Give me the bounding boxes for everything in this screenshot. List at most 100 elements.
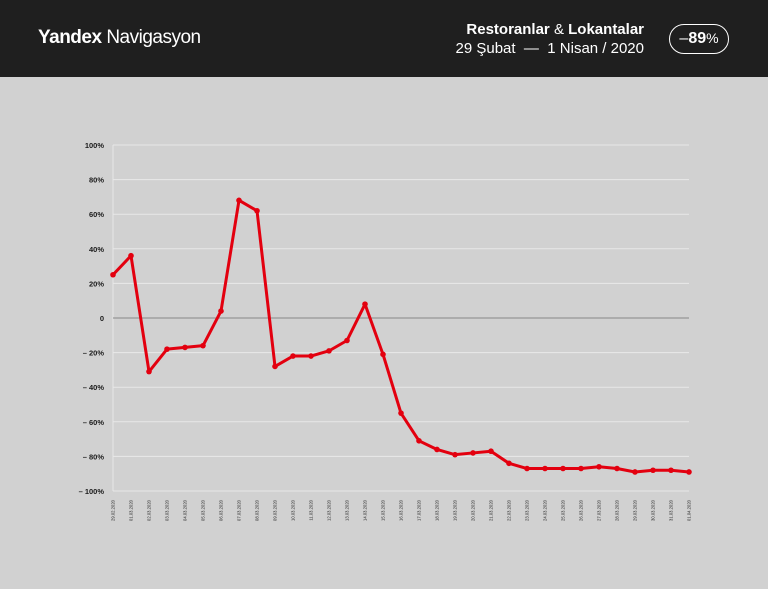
x-tick-label: 21.03.2020 [489, 499, 494, 521]
x-tick-label: 24.03.2020 [543, 499, 548, 521]
x-tick-label: 03.03.2020 [165, 499, 170, 521]
x-tick-label: 26.03.2020 [579, 499, 584, 521]
x-tick-label: 23.03.2020 [525, 499, 530, 521]
x-tick-label: 02.03.2020 [147, 499, 152, 521]
data-point [542, 465, 548, 472]
x-tick-label: 01.04.2020 [687, 499, 692, 521]
data-point [218, 308, 224, 314]
line-chart: 100% 80% 60% 40% 20% 0 – 20% – 40% – 60% – 80% – 1… [79, 141, 692, 521]
data-point [308, 353, 314, 359]
data-point [650, 467, 656, 474]
data-point [416, 438, 422, 444]
data-point [146, 368, 152, 375]
x-tick-label: 11.03.2020 [309, 499, 314, 520]
data-point [452, 451, 458, 458]
y-tick-label: 60% [89, 210, 104, 219]
y-tick-label: – 60% [83, 418, 105, 427]
x-tick-label: 29.03.2020 [633, 499, 638, 521]
data-point [164, 346, 170, 352]
date-start: 29 Şubat [455, 40, 516, 57]
y-tick-label: 0 [100, 314, 104, 323]
data-point [380, 351, 386, 358]
x-tick-label: 08.03.2020 [255, 499, 260, 521]
data-point [506, 460, 512, 467]
x-tick-label: 18.03.2020 [435, 499, 440, 521]
x-tick-label: 17.03.2020 [417, 499, 422, 521]
series-line [111, 198, 691, 474]
x-tick-label: 30.03.2020 [651, 499, 656, 521]
data-point [488, 448, 494, 455]
data-point [668, 467, 674, 474]
data-point [398, 410, 404, 416]
data-point [344, 337, 350, 344]
x-tick-label: 04.03.2020 [183, 499, 188, 521]
y-axis-ticks: 100% 80% 60% 40% 20% 0 – 20% – 40% – 60% – 80% – 1… [79, 141, 105, 496]
x-tick-label: 29.02.2020 [111, 499, 116, 521]
date-end: 1 Nisan / 2020 [547, 40, 644, 57]
data-point [128, 252, 134, 259]
date-dash: — [523, 40, 539, 57]
data-point [632, 469, 638, 475]
change-badge: –89% [669, 24, 729, 54]
x-tick-label: 09.03.2020 [273, 499, 278, 521]
x-tick-label: 15.03.2020 [381, 499, 386, 521]
data-point [290, 353, 296, 359]
data-point [362, 301, 368, 307]
y-tick-label: – 20% [83, 349, 105, 358]
y-tick-label: 80% [89, 176, 104, 185]
badge-value: 89 [688, 30, 707, 47]
x-axis-ticks: 29.02.2020 01.03.2020 02.03.2020 03.03.2020… [111, 499, 692, 521]
x-tick-label: 06.03.2020 [219, 499, 224, 521]
title-part-1: Restoranlar [466, 21, 550, 38]
badge-percent: % [706, 30, 719, 46]
data-point [614, 465, 620, 472]
badge-minus: – [679, 30, 689, 47]
data-point [524, 465, 530, 472]
y-tick-label: – 100% [79, 487, 105, 496]
y-tick-label: 100% [85, 141, 105, 150]
x-tick-label: 05.03.2020 [201, 499, 206, 521]
x-tick-label: 14.03.2020 [363, 499, 368, 521]
grid-layer [112, 144, 689, 492]
series-layer [110, 197, 692, 475]
x-tick-label: 31.03.2020 [669, 499, 674, 521]
data-point [236, 197, 242, 204]
x-tick-label: 22.03.2020 [507, 499, 512, 521]
data-point [596, 463, 602, 470]
data-point [272, 363, 278, 370]
title-part-2: Lokantalar [568, 21, 644, 38]
yandex-navigasyon-logo: Yandex Navigasyon [38, 27, 201, 49]
x-tick-label: 27.03.2020 [597, 499, 602, 521]
header-titles: Restoranlar & Lokantalar 29 Şubat — 1 Ni… [456, 21, 644, 58]
x-tick-label: 12.03.2020 [327, 499, 332, 521]
logo-brand: Yandex [38, 27, 102, 48]
data-point [254, 207, 260, 214]
data-point [200, 342, 206, 349]
x-tick-label: 20.03.2020 [471, 499, 476, 521]
date-range: 29 Şubat — 1 Nisan / 2020 [456, 39, 644, 58]
data-point [182, 344, 188, 351]
x-tick-label: 16.03.2020 [399, 499, 404, 521]
data-point [578, 465, 584, 472]
x-tick-label: 13.03.2020 [345, 499, 350, 521]
page-title: Restoranlar & Lokantalar [456, 21, 644, 39]
data-point [686, 469, 692, 475]
data-point [326, 348, 332, 354]
x-tick-label: 10.03.2020 [291, 499, 296, 521]
y-tick-label: 20% [89, 279, 104, 288]
title-ampersand: & [553, 21, 564, 38]
x-tick-label: 19.03.2020 [453, 499, 458, 521]
x-tick-label: 25.03.2020 [561, 499, 566, 521]
y-tick-label: 40% [89, 245, 104, 254]
data-point [560, 465, 566, 472]
y-tick-label: – 40% [83, 383, 105, 392]
logo-product: Navigasyon [106, 27, 201, 48]
data-point [470, 450, 476, 456]
header-bar: Yandex Navigasyon Restoranlar & Lokantal… [0, 0, 768, 77]
data-point [110, 271, 116, 278]
x-tick-label: 01.03.2020 [129, 499, 134, 521]
data-point [434, 446, 440, 453]
x-tick-label: 07.03.2020 [237, 499, 242, 521]
x-tick-label: 28.03.2020 [615, 499, 620, 521]
y-tick-label: – 80% [83, 452, 105, 461]
